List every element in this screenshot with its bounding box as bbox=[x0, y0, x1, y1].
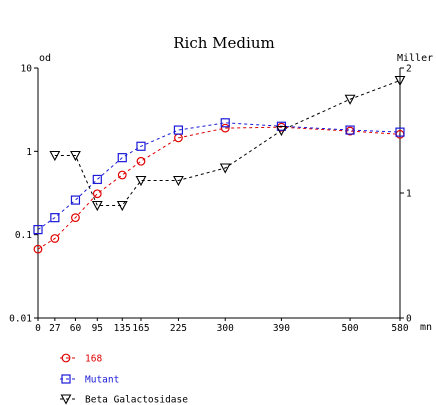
x-tick-label: 60 bbox=[70, 323, 82, 334]
data-point bbox=[345, 125, 355, 135]
data-point bbox=[71, 213, 80, 223]
series-lines bbox=[37, 80, 401, 250]
series-markers bbox=[33, 75, 406, 254]
series-line bbox=[54, 80, 401, 206]
data-point bbox=[91, 200, 103, 212]
legend: 168 Mutant Beta Galactosidase bbox=[60, 354, 188, 405]
x-tick-label: 27 bbox=[49, 323, 60, 334]
data-point bbox=[395, 127, 405, 137]
series-line bbox=[37, 126, 401, 250]
y-axis-right-label: Miller bbox=[397, 53, 433, 64]
legend-label: Beta Galactosidase bbox=[85, 395, 188, 405]
y-right-tick-label: 0 bbox=[406, 314, 412, 325]
x-tick-label: 300 bbox=[217, 323, 234, 334]
chart-title: Rich Medium bbox=[173, 34, 274, 52]
x-tick-label: 580 bbox=[391, 323, 408, 334]
x-tick-label: 390 bbox=[273, 323, 290, 334]
legend-marker bbox=[61, 374, 71, 384]
data-point bbox=[220, 123, 230, 133]
y-left-tick-label: 0.01 bbox=[9, 314, 32, 325]
data-point bbox=[344, 94, 356, 105]
y-axis-left-label: od bbox=[39, 53, 51, 64]
x-tick-label: 95 bbox=[92, 323, 103, 334]
x-axis-label: mn bbox=[420, 322, 432, 333]
x-tick-label: 135 bbox=[114, 323, 131, 334]
data-point bbox=[92, 189, 102, 199]
data-point bbox=[173, 175, 184, 187]
data-point bbox=[394, 75, 406, 87]
legend-marker bbox=[61, 353, 71, 363]
x-tick-label: 165 bbox=[132, 323, 149, 334]
legend-marker bbox=[60, 394, 72, 405]
data-point bbox=[70, 150, 81, 162]
data-point bbox=[33, 225, 43, 235]
axis-ticks: 0 27 60 95 135 165 225 300 390 500 580 0.01 0.1 1 10 0 1… bbox=[9, 64, 412, 335]
data-point bbox=[50, 213, 60, 223]
data-point bbox=[50, 234, 60, 243]
x-tick-label: 0 bbox=[35, 323, 41, 334]
legend-label: Mutant bbox=[85, 375, 119, 386]
data-point bbox=[173, 125, 184, 135]
data-point bbox=[33, 244, 43, 254]
data-point bbox=[220, 118, 230, 128]
data-point bbox=[116, 200, 128, 212]
data-point bbox=[136, 156, 146, 166]
data-point bbox=[70, 195, 81, 205]
data-point bbox=[276, 125, 287, 137]
data-point bbox=[117, 170, 127, 180]
series-line bbox=[37, 122, 401, 231]
y-left-tick-label: 10 bbox=[21, 64, 33, 75]
data-point bbox=[92, 174, 102, 185]
data-point bbox=[219, 163, 231, 174]
data-point bbox=[136, 141, 146, 151]
x-tick-label: 500 bbox=[341, 323, 358, 334]
data-point bbox=[117, 153, 127, 163]
legend-label: 168 bbox=[85, 354, 102, 365]
y-right-tick-label: 1 bbox=[406, 189, 412, 200]
y-right-tick-label: 2 bbox=[406, 64, 412, 75]
data-point bbox=[135, 175, 147, 187]
data-point bbox=[49, 150, 61, 162]
x-tick-label: 225 bbox=[170, 323, 187, 334]
y-left-tick-label: 0.1 bbox=[15, 230, 32, 241]
y-left-tick-label: 1 bbox=[26, 147, 32, 158]
